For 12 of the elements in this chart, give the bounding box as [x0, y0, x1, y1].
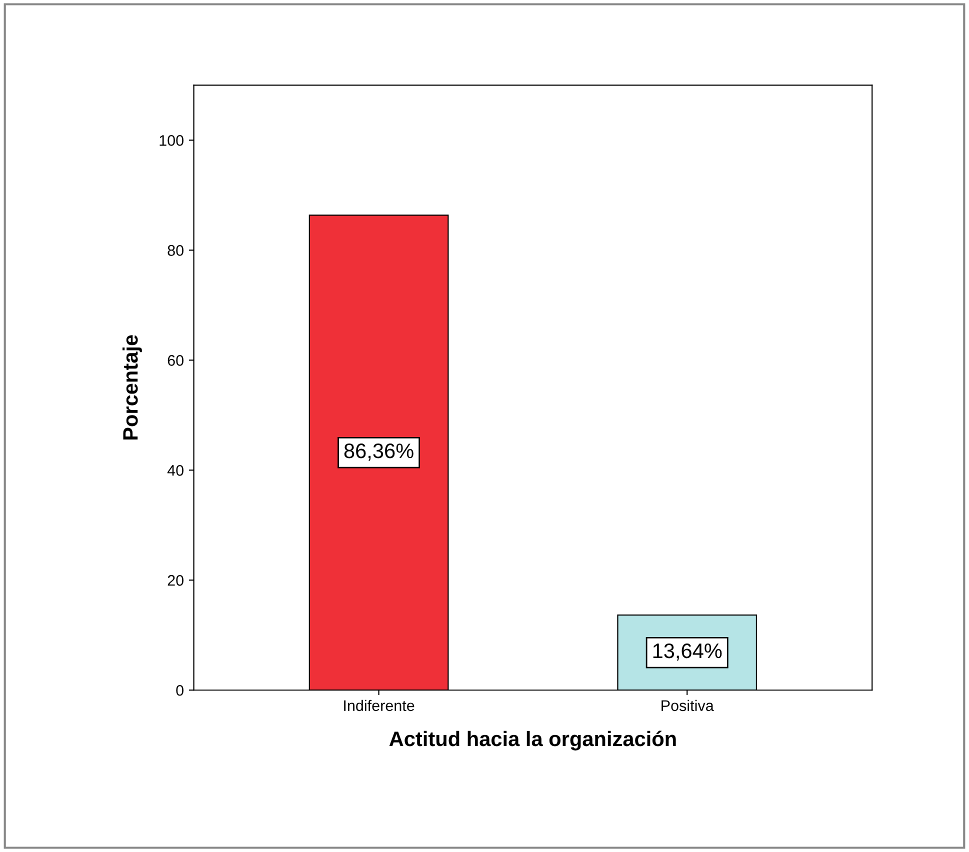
x-tick-label: Positiva: [662, 700, 714, 712]
y-tick-label: 60: [168, 355, 184, 366]
x-axis-title: Actitud hacia la organización: [389, 730, 676, 750]
y-tick-label: 80: [168, 245, 184, 256]
y-tick-label: 20: [168, 575, 184, 586]
y-axis-title: Porcentaje: [122, 335, 142, 440]
y-tick-label: 40: [167, 465, 184, 476]
y-tick-label: 0: [176, 684, 184, 696]
x-tick-label: Indiferente: [344, 700, 414, 712]
data-label: 86,36%: [344, 444, 414, 461]
data-label: 13,64%: [653, 643, 722, 661]
y-tick-label: 100: [160, 135, 184, 146]
